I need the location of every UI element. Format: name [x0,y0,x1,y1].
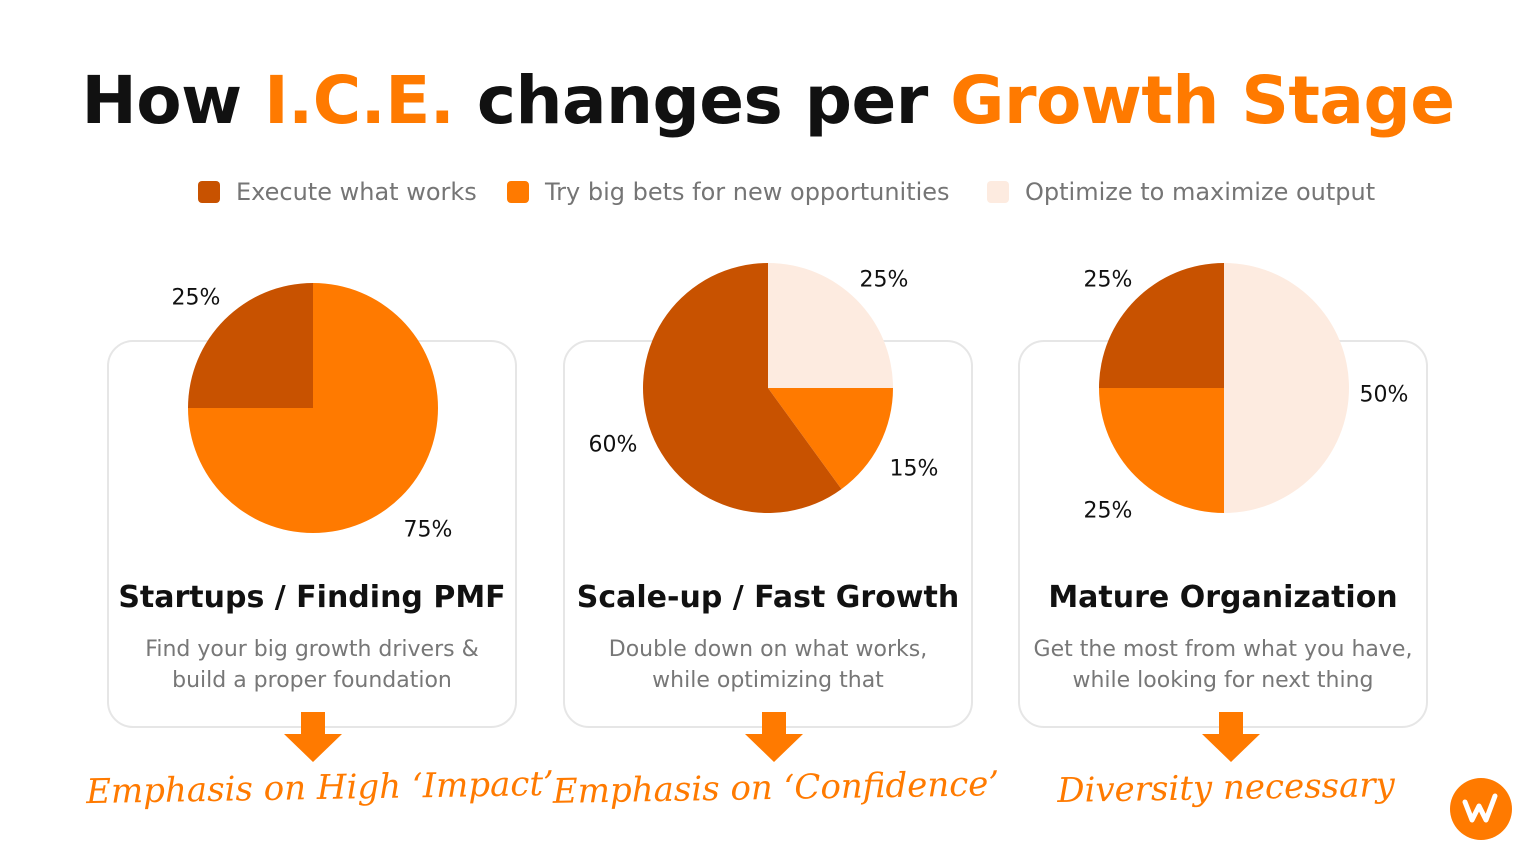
pie-slice-label: 25% [1083,498,1133,524]
legend-label-bigbets: Try big bets for new opportunities [545,178,950,206]
pie-slice-try-1 [1099,388,1224,513]
pie-slice-label: 60% [588,432,638,458]
card-title: Scale-up / Fast Growth [576,580,960,615]
legend-item-execute: Execute what works [198,178,477,206]
page-title: How I.C.E. changes per Growth Stage [0,62,1536,139]
legend-label-optimize: Optimize to maximize output [1025,178,1376,206]
card-title: Startups / Finding PMF [118,580,506,615]
emphasis-text-startups: Emphasis on High ‘Impact’ [85,763,555,813]
pie-slice-execute-0 [188,283,313,408]
pie-slice-execute-2 [1099,263,1224,388]
brand-logo-glyph [1462,793,1498,823]
pie-slice-label: 50% [1359,382,1409,408]
card-title: Mature Organization [1048,580,1398,615]
title-part-changes: changes per [454,62,951,139]
card-description: Get the most from what you have, while l… [1030,634,1416,696]
title-part-growth-stage: Growth Stage [950,62,1455,139]
chart-legend: Execute what works Try big bets for new … [0,178,1536,208]
emphasis-text-scaleup: Emphasis on ‘Confidence’ [552,764,1000,812]
pie-chart-startups [188,283,438,533]
pie-slice-try-1 [768,388,893,490]
pie-slice-label: 15% [889,456,939,482]
legend-item-bigbets: Try big bets for new opportunities [507,178,950,206]
emphasis-text-mature: Diversity necessary [1056,765,1396,811]
card-description-line: while looking for next thing [1072,668,1374,693]
card-description-line: Get the most from what you have, [1033,637,1413,662]
down-arrow-icon [284,712,342,762]
card-description: Double down on what works, while optimiz… [575,634,961,696]
down-arrow-icon [745,712,803,762]
pie-slice-label: 25% [171,285,221,311]
title-part-how: How [81,62,265,139]
title-part-ice: I.C.E. [264,62,455,139]
pie-slice-try-1 [188,283,438,533]
pie-slice-label: 25% [859,267,909,293]
card-description-line: build a proper foundation [172,668,452,693]
legend-swatch-optimize [987,181,1009,203]
pie-chart-scaleup [643,263,893,513]
stage-card-scaleup: Scale-up / Fast Growth Double down on wh… [563,340,973,728]
card-description-line: while optimizing that [652,668,884,693]
pie-slice-optimize-0 [768,263,893,388]
down-arrow-icon [1202,712,1260,762]
legend-item-optimize: Optimize to maximize output [987,178,1375,206]
legend-label-execute: Execute what works [236,178,477,206]
brand-logo-icon [1450,778,1512,840]
card-description: Find your big growth drivers & build a p… [119,634,505,696]
pie-chart-mature [1099,263,1349,513]
card-description-line: Double down on what works, [608,637,928,662]
card-description-line: Find your big growth drivers & [145,637,479,662]
pie-slice-execute-2 [643,263,842,513]
legend-swatch-bigbets [507,181,529,203]
pie-slice-optimize-0 [1224,263,1349,513]
pie-slice-label: 75% [403,517,453,543]
pie-slice-label: 25% [1083,267,1133,293]
legend-swatch-execute [198,181,220,203]
